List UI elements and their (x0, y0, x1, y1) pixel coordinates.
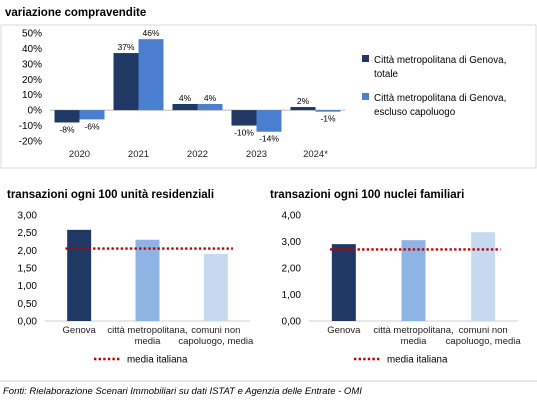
data-label: -6% (84, 121, 100, 131)
data-label: 2% (297, 96, 310, 106)
bar (401, 240, 426, 321)
bar-totale (231, 110, 257, 126)
y-tick-label: 4,00 (282, 211, 302, 222)
chart-title: transazioni ogni 100 unità residenziali (7, 189, 214, 201)
data-label: -10% (234, 128, 254, 138)
y-tick-label: 1,00 (282, 290, 302, 301)
x-tick-label: 2024* (303, 149, 328, 160)
bar-totale (290, 107, 316, 111)
chart-title: variazione compravendite (5, 7, 146, 19)
y-tick-label: 3,00 (282, 237, 302, 248)
chart-frame (0, 24, 537, 169)
bar-escluso-capoluogo (256, 110, 282, 132)
x-tick-label: 2021 (128, 149, 149, 160)
bar-totale (113, 53, 139, 111)
x-tick-label: 2023 (246, 149, 267, 160)
source-note: Fonti: Rielaborazione Scenari Immobiliar… (3, 386, 362, 397)
bar (331, 244, 356, 321)
y-tick-label: 20% (22, 75, 42, 86)
y-tick-label: 2,50 (18, 228, 38, 239)
legend-label: Città metropolitana di Genova, totale (374, 55, 506, 80)
bar-escluso-capoluogo (138, 39, 164, 111)
x-tick-label-line: città metropolitana, (107, 325, 187, 336)
bar (471, 232, 496, 321)
y-tick-label: 0% (28, 106, 43, 117)
x-tick-label: 2020 (69, 149, 90, 160)
y-tick-label: 30% (22, 59, 42, 70)
plot-area: 0,00 0,50 1,00 1,50 2,00 2,50 3,00 Genova città … (18, 211, 255, 366)
x-tick-label: comuni non capoluogo, media (178, 325, 254, 347)
bar-escluso-capoluogo (315, 110, 341, 112)
x-tick-label-line: comuni non (459, 325, 508, 336)
y-tick-label: 3,00 (18, 211, 38, 222)
x-tick-label: comuni non capoluogo, media (446, 325, 522, 347)
x-tick-label-line: Genova (63, 325, 97, 336)
y-tick-label: 2,00 (282, 264, 302, 275)
chart-transazioni-unita-residenziali: transazioni ogni 100 unità residenziali … (7, 189, 254, 366)
bar-totale (172, 103, 198, 111)
y-tick-label: -20% (19, 137, 42, 148)
bar-escluso-capoluogo (197, 103, 223, 111)
x-tick-label: Genova (327, 325, 361, 336)
y-tick-label: 1,00 (18, 281, 38, 292)
legend-label-line: totale (374, 69, 399, 80)
data-label: 4% (179, 93, 192, 103)
y-tick-label: 50% (22, 29, 42, 40)
bar-totale (54, 110, 80, 123)
x-tick-label-line: Genova (327, 325, 361, 336)
y-tick-label: -10% (19, 121, 42, 132)
y-tick-label: 1,50 (18, 264, 38, 275)
legend: Città metropolitana di Genova, totaleCitt… (362, 55, 506, 118)
chart-title: transazioni ogni 100 nuclei familiari (270, 189, 464, 201)
data-label: -1% (320, 114, 336, 124)
y-tick-label: 10% (22, 90, 42, 101)
y-tick-label: 0,50 (18, 299, 38, 310)
legend-label: Città metropolitana di Genova, escluso ca… (374, 93, 506, 118)
bar (135, 239, 160, 321)
y-tick-label: 2,00 (18, 246, 38, 257)
x-tick-label-line: città metropolitana, (373, 325, 453, 336)
legend-label-line: Città metropolitana di Genova, (374, 55, 506, 66)
legend-label-line: escluso capoluogo (374, 107, 456, 118)
x-tick-label-line: comuni non (191, 325, 240, 336)
x-tick-label-line: media (401, 336, 428, 347)
bar-escluso-capoluogo (79, 110, 105, 120)
x-tick-label: 2022 (187, 149, 208, 160)
y-tick-label: 0,00 (282, 317, 302, 328)
x-tick-label-line: capoluogo, media (178, 336, 254, 347)
x-tick-label-line: capoluogo, media (446, 336, 522, 347)
data-label: -14% (259, 134, 279, 144)
x-tick-label: città metropolitana, media (373, 325, 453, 347)
x-tick-label: Genova (63, 325, 97, 336)
legend-label-line: Città metropolitana di Genova, (374, 93, 506, 104)
bar (67, 229, 92, 321)
x-tick-label: città metropolitana, media (107, 325, 187, 347)
legend-swatch (362, 93, 369, 100)
chart-transazioni-nuclei-familiari: transazioni ogni 100 nuclei familiari 0,… (270, 189, 521, 366)
legend-swatch (362, 55, 369, 62)
y-tick-label: 0,00 (18, 317, 38, 328)
y-tick-label: 40% (22, 44, 42, 55)
bar (203, 253, 228, 321)
chart-variazione-compravendite: variazione compravendite -20% -10% 0% 10% 20… (0, 7, 537, 169)
plot-area: 0,00 1,00 2,00 3,00 4,00 Genova città metropol… (282, 211, 522, 366)
data-label: -8% (59, 124, 75, 134)
data-label: 4% (204, 93, 217, 103)
legend-label: media italiana (127, 355, 188, 366)
x-tick-label-line: media (135, 336, 162, 347)
data-label: 46% (142, 28, 159, 38)
legend-label: media italiana (387, 355, 448, 366)
plot-area: -20% -10% 0% 10% 20% 30% 40% 50% -8% -6% 2020 37% 46… (19, 28, 345, 160)
data-label: 37% (117, 42, 134, 52)
